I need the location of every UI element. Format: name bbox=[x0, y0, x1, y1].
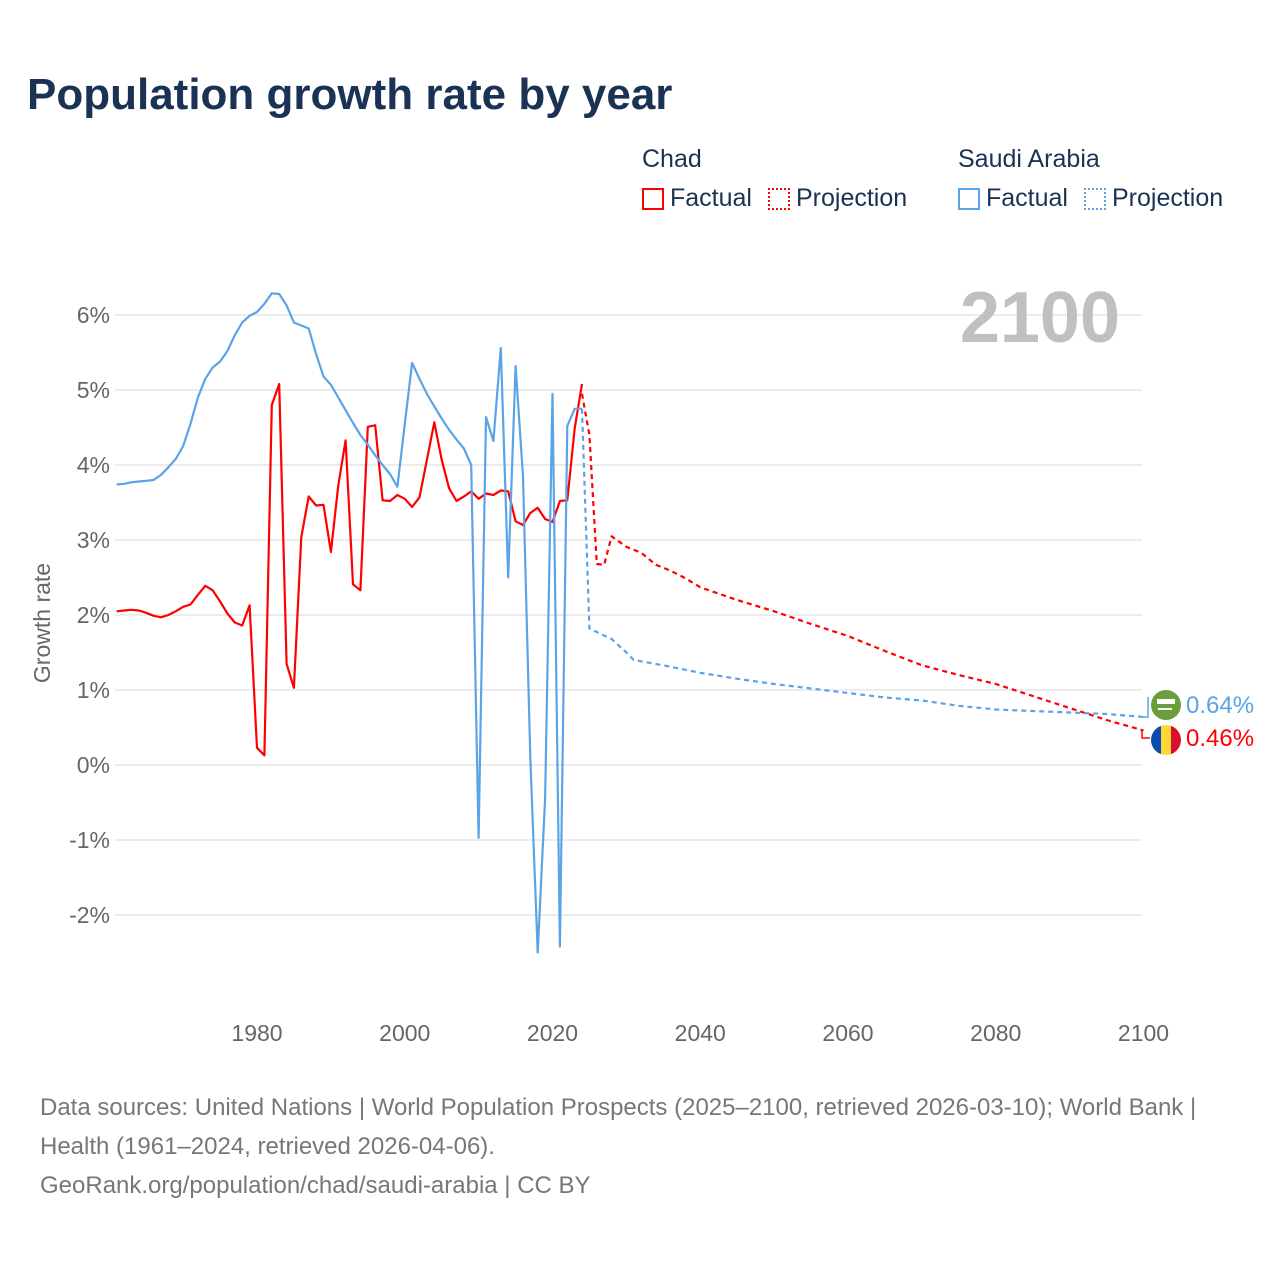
y-tick-label: 5% bbox=[77, 377, 110, 403]
chart-title: Population growth rate by year bbox=[27, 70, 673, 119]
legend-label: Projection bbox=[795, 184, 908, 212]
series-line-saudi-arabia-factual bbox=[116, 292, 582, 954]
series-line-chad-projection bbox=[580, 393, 1144, 732]
connector bbox=[1141, 730, 1150, 739]
y-axis-label: Growth rate bbox=[29, 563, 55, 683]
y-tick-label: -2% bbox=[69, 902, 110, 928]
y-tick-label: 6% bbox=[77, 302, 110, 328]
x-tick-label: 2040 bbox=[675, 1020, 726, 1046]
x-tick-label: 2000 bbox=[379, 1020, 430, 1046]
legend-saudi-factual[interactable]: Factual bbox=[958, 184, 1068, 213]
legend-label: Projection bbox=[1111, 184, 1224, 212]
legend-saudi-projection[interactable]: Projection bbox=[1083, 184, 1224, 213]
end-label-chad: 0.46% bbox=[1186, 725, 1254, 752]
solid-swatch-icon bbox=[958, 187, 980, 210]
dotted-swatch-icon bbox=[767, 187, 790, 210]
x-tick-label: 2080 bbox=[970, 1020, 1021, 1046]
legend-label: Factual bbox=[986, 184, 1068, 212]
line-chart: -2% -1% 0% 1% 2% 3% 4% 5% 6% 1980 2000 2020 2040 2060… bbox=[29, 278, 1254, 1046]
legend-chad: Chad Factual Projection bbox=[642, 145, 907, 213]
legend-saudi-arabia: Saudi Arabia Factual Projection bbox=[958, 145, 1223, 213]
solid-swatch-icon bbox=[642, 187, 664, 210]
chad-flag-icon bbox=[1151, 725, 1181, 755]
data-sources: Data sources: United Nations | World Pop… bbox=[40, 1094, 1197, 1160]
legend-chad-factual[interactable]: Factual bbox=[642, 184, 752, 213]
y-tick-label: -1% bbox=[69, 827, 110, 853]
attribution-link[interactable]: GeoRank.org/population/chad/saudi-arabia… bbox=[40, 1172, 591, 1199]
connector bbox=[1142, 697, 1149, 718]
legend-label: Factual bbox=[670, 184, 752, 212]
x-tick-label: 2020 bbox=[527, 1020, 578, 1046]
legend-group-name: Chad bbox=[642, 145, 702, 173]
saudi-arabia-flag-icon bbox=[1151, 690, 1181, 720]
x-tick-label: 2100 bbox=[1118, 1020, 1169, 1046]
y-tick-label: 0% bbox=[77, 752, 110, 778]
x-tick-label: 2060 bbox=[822, 1020, 873, 1046]
legend-chad-projection[interactable]: Projection bbox=[767, 184, 908, 213]
end-label-saudi-arabia: 0.64% bbox=[1186, 692, 1254, 719]
y-tick-label: 4% bbox=[77, 452, 110, 478]
legend-group-name: Saudi Arabia bbox=[958, 145, 1100, 173]
dotted-swatch-icon bbox=[1083, 187, 1106, 210]
source-note: Data sources: United Nations | World Pop… bbox=[40, 1088, 1240, 1205]
y-tick-label: 2% bbox=[77, 602, 110, 628]
year-watermark: 2100 bbox=[960, 278, 1120, 358]
x-tick-label: 1980 bbox=[231, 1020, 282, 1046]
y-tick-label: 3% bbox=[77, 527, 110, 553]
y-tick-label: 1% bbox=[77, 677, 110, 703]
series-line-saudi-arabia-projection bbox=[580, 408, 1144, 719]
